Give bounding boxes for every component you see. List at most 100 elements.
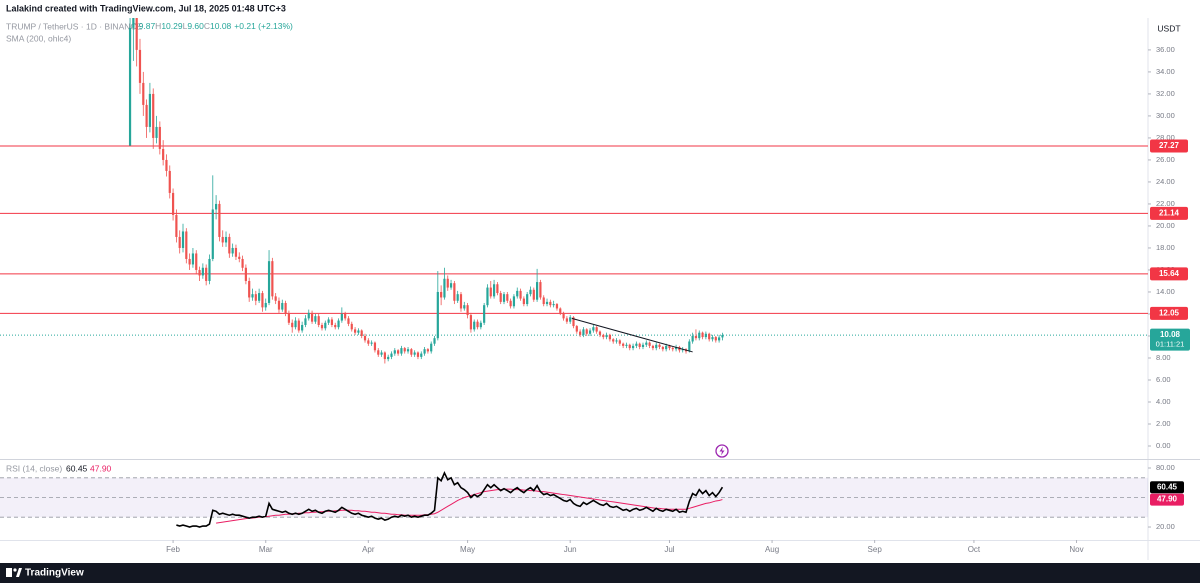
candle-body — [165, 159, 168, 171]
candle-body — [383, 352, 386, 360]
ohlc-legend-item: 10.08 — [210, 21, 232, 31]
candle-body — [479, 322, 482, 328]
rsi-legend-value: 60.45 — [66, 463, 88, 473]
candle-body — [701, 332, 704, 338]
level-label: 27.27 — [1159, 141, 1180, 150]
candle-body — [681, 349, 684, 351]
ohlc-legend-item: L — [183, 21, 188, 31]
candle-body — [426, 349, 429, 352]
candle-body — [605, 334, 608, 338]
footer-bar — [0, 563, 1200, 583]
candle-body — [195, 253, 198, 270]
ohlc-legend-item: 9.87 — [139, 21, 156, 31]
candle-body — [281, 302, 284, 310]
candle-body — [340, 313, 343, 321]
ohlc-legend-item: H — [155, 21, 161, 31]
candle-body — [334, 324, 337, 328]
trendline — [571, 317, 693, 353]
ohlc-legend: O9.87H10.29L9.60C10.08 +0.21 (+2.13%) — [132, 21, 293, 31]
y-tick-label: 26.00 — [1156, 155, 1175, 164]
candle-body — [231, 247, 234, 254]
candle-body — [238, 256, 241, 259]
candle-body — [509, 300, 512, 307]
candle-body — [393, 350, 396, 354]
candle-body — [645, 342, 648, 345]
candle-body — [277, 300, 281, 310]
ohlc-legend-item: C — [204, 21, 210, 31]
x-tick-label: Oct — [968, 545, 981, 554]
candle-body — [502, 294, 506, 302]
candle-body — [148, 93, 152, 127]
y-tick-label: 14.00 — [1156, 287, 1175, 296]
candle-body — [602, 334, 605, 338]
candle-body — [330, 319, 334, 325]
candle-body — [128, 27, 132, 146]
candle-body — [449, 283, 453, 288]
candle-body — [552, 304, 555, 306]
candle-body — [244, 267, 247, 281]
candle-body — [691, 335, 694, 342]
y-tick-label: 0.00 — [1156, 441, 1171, 450]
candle-body — [532, 289, 535, 300]
candle-body — [622, 343, 625, 346]
candle-body — [218, 203, 221, 237]
candle-body — [658, 344, 661, 347]
candle-body — [367, 340, 370, 344]
candle-body — [598, 331, 602, 335]
candle-body — [463, 305, 466, 309]
candle-body — [572, 317, 575, 327]
candle-body — [430, 343, 433, 352]
candle-body — [440, 291, 443, 298]
candle-body — [595, 327, 598, 332]
candle-body — [708, 333, 711, 340]
candle-body — [284, 302, 287, 314]
candle-body — [261, 293, 264, 308]
level-label-box — [1150, 267, 1188, 281]
candle-body — [350, 323, 353, 330]
candle-body — [545, 301, 549, 305]
candle-body — [307, 312, 310, 319]
candle-body — [138, 49, 142, 83]
x-tick-label: Mar — [259, 545, 273, 554]
candle-body — [403, 348, 406, 352]
level-label-box — [1150, 139, 1188, 153]
level-label: 15.64 — [1159, 269, 1180, 278]
candle-body — [251, 294, 254, 298]
candle-body — [483, 305, 486, 323]
candle-body — [489, 287, 492, 297]
candle-body — [665, 345, 668, 350]
candle-body — [178, 236, 181, 248]
candle-body — [158, 126, 161, 149]
candle-body — [152, 93, 155, 138]
currency-label: USDT — [1157, 23, 1180, 33]
candle-body — [668, 345, 671, 349]
ohlc-legend-item: 10.29 — [161, 21, 183, 31]
candle-body — [714, 337, 717, 341]
ohlc-legend-item: +0.21 (+2.13%) — [234, 21, 293, 31]
rsi-value-box — [1150, 481, 1184, 494]
y-tick-label: 22.00 — [1156, 199, 1175, 208]
candle-body — [357, 330, 360, 333]
candle-body — [648, 342, 651, 346]
rsi-legend: RSI (14, close) — [6, 463, 62, 473]
candle-body — [181, 231, 185, 248]
candle-body — [539, 282, 542, 298]
candle-body — [506, 294, 509, 301]
candle-body — [718, 337, 721, 341]
candle-body — [274, 296, 277, 301]
candle-body — [569, 317, 572, 322]
candle-body — [373, 342, 377, 351]
candle-body — [420, 353, 423, 357]
candle-body — [635, 343, 638, 346]
candle-body — [565, 318, 568, 322]
candle-body — [671, 348, 674, 350]
candle-body — [549, 301, 552, 306]
candle-body — [638, 343, 641, 347]
candle-body — [492, 284, 496, 297]
candle-body — [631, 345, 635, 349]
footer-logo — [6, 568, 22, 577]
y-tick-label: 34.00 — [1156, 67, 1175, 76]
candle-body — [234, 247, 238, 257]
